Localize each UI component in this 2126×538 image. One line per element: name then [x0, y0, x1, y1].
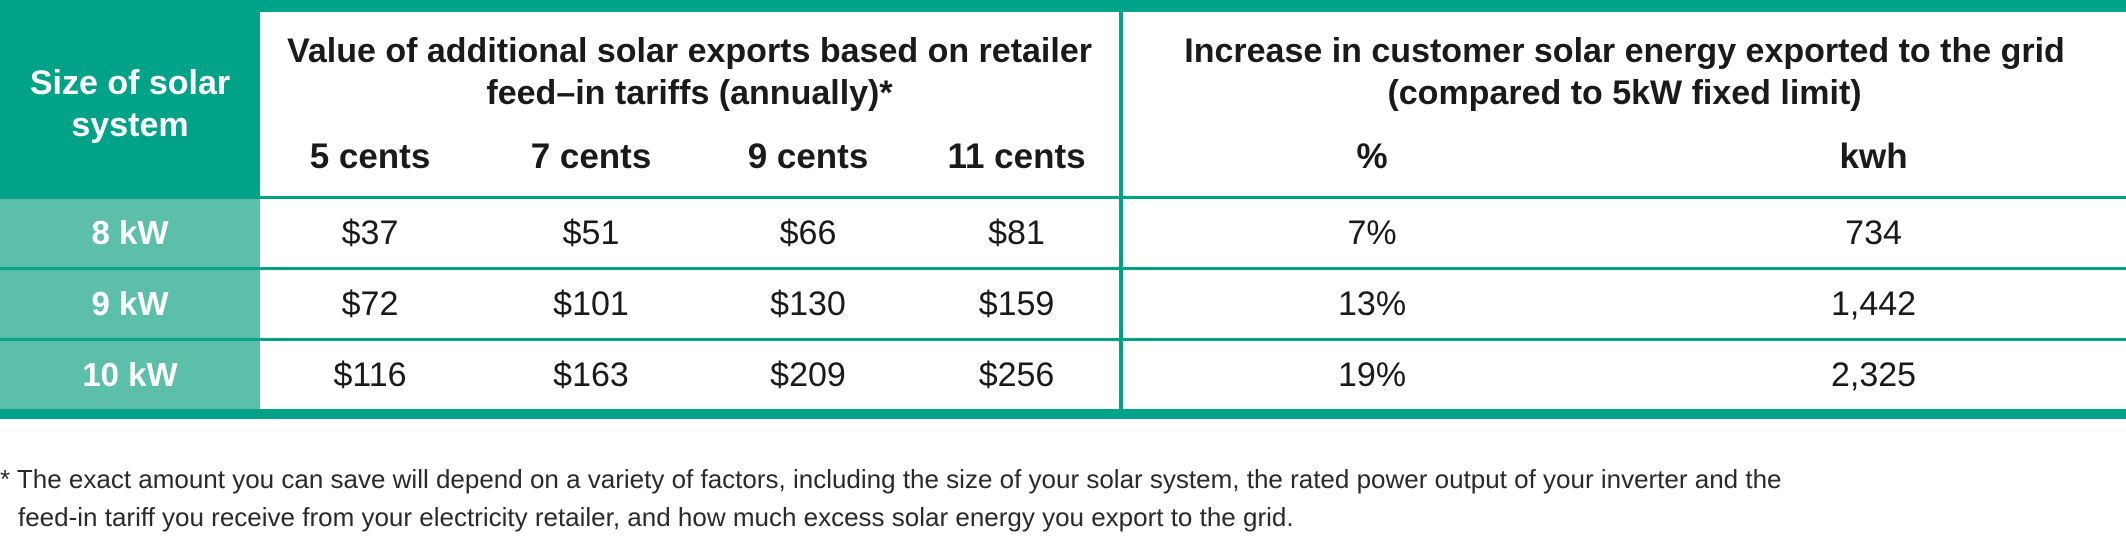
value-cell: $101 — [480, 268, 702, 341]
subheader-11-cents: 11 cents — [914, 122, 1122, 199]
table-row: 8 kW $37 $51 $66 $81 7% 734 — [0, 197, 2126, 270]
subheader-kwh: kwh — [1621, 122, 2126, 199]
kwh-cell: 1,442 — [1621, 268, 2126, 341]
group-header-row: Size of solar system Value of additional… — [0, 0, 2126, 199]
row-size-label: 9 kW — [0, 268, 260, 341]
footnote-line-2: feed-in tariff you receive from your ele… — [18, 502, 1294, 532]
subheader-percent: % — [1119, 122, 1622, 199]
footnote-line-1: * The exact amount you can save will dep… — [0, 464, 1782, 494]
value-cell: $116 — [260, 339, 480, 419]
value-cell: $37 — [260, 197, 480, 270]
percent-cell: 13% — [1119, 268, 1622, 341]
subheader-7-cents: 7 cents — [480, 122, 702, 199]
value-cell: $72 — [260, 268, 480, 341]
size-of-solar-system-header: Size of solar system — [0, 0, 260, 199]
value-cell: $209 — [702, 339, 914, 419]
solar-exports-table-container: Size of solar system Value of additional… — [0, 0, 2126, 419]
value-cell: $256 — [914, 339, 1122, 419]
row-size-label: 8 kW — [0, 197, 260, 270]
subheader-5-cents: 5 cents — [260, 122, 480, 199]
value-cell: $51 — [480, 197, 702, 270]
subheader-row: 5 cents 7 cents 9 cents 11 cents % kwh — [0, 122, 2126, 199]
value-cell: $81 — [914, 197, 1122, 270]
table-row: 9 kW $72 $101 $130 $159 13% 1,442 — [0, 268, 2126, 341]
row-size-label: 10 kW — [0, 339, 260, 419]
percent-cell: 7% — [1119, 197, 1622, 270]
solar-exports-table: Size of solar system Value of additional… — [0, 0, 2126, 419]
value-cell: $159 — [914, 268, 1122, 341]
value-cell: $66 — [702, 197, 914, 270]
kwh-cell: 734 — [1621, 197, 2126, 270]
percent-cell: 19% — [1119, 339, 1622, 419]
value-cell: $163 — [480, 339, 702, 419]
kwh-cell: 2,325 — [1621, 339, 2126, 419]
subheader-9-cents: 9 cents — [702, 122, 914, 199]
feed-in-tariff-value-header: Value of additional solar exports based … — [260, 0, 1122, 122]
table-row: 10 kW $116 $163 $209 $256 19% 2,325 — [0, 339, 2126, 419]
footnote: * The exact amount you can save will dep… — [0, 460, 2120, 536]
energy-exported-increase-header: Increase in customer solar energy export… — [1119, 0, 2126, 122]
value-cell: $130 — [702, 268, 914, 341]
